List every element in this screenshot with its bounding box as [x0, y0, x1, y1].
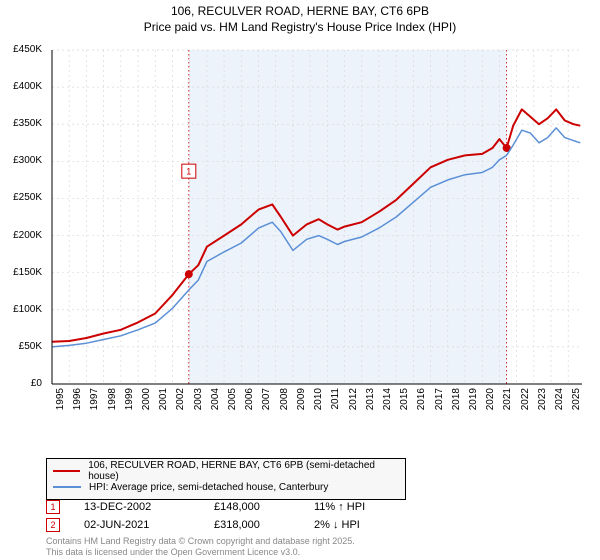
legend-label: 106, RECULVER ROAD, HERNE BAY, CT6 6PB (…: [88, 460, 399, 482]
x-tick-label: 1996: [72, 388, 83, 418]
annotation-pct: 11% ↑ HPI: [314, 501, 414, 513]
annotation-pct: 2% ↓ HPI: [314, 519, 414, 531]
annotation-row: 2 02-JUN-2021£318,0002% ↓ HPI: [46, 516, 414, 534]
x-tick-label: 2003: [193, 388, 204, 418]
y-tick-label: £100K: [0, 304, 42, 315]
x-tick-label: 2005: [227, 388, 238, 418]
y-tick-label: £300K: [0, 155, 42, 166]
x-tick-label: 2017: [434, 388, 445, 418]
x-tick-label: 2007: [261, 388, 272, 418]
x-tick-label: 2025: [571, 388, 582, 418]
y-tick-label: £50K: [0, 341, 42, 352]
x-tick-label: 2022: [520, 388, 531, 418]
legend-label: HPI: Average price, semi-detached house,…: [89, 482, 328, 493]
x-tick-label: 1997: [89, 388, 100, 418]
x-tick-label: 2015: [399, 388, 410, 418]
y-tick-label: £250K: [0, 192, 42, 203]
x-tick-label: 2018: [451, 388, 462, 418]
legend-swatch: [53, 486, 81, 488]
x-tick-label: 2020: [485, 388, 496, 418]
x-tick-label: 2006: [244, 388, 255, 418]
footer: Contains HM Land Registry data © Crown c…: [46, 536, 355, 558]
x-tick-label: 2013: [365, 388, 376, 418]
annotation-price: £148,000: [214, 501, 314, 513]
x-tick-label: 2014: [382, 388, 393, 418]
y-tick-label: £450K: [0, 44, 42, 55]
y-tick-label: £200K: [0, 230, 42, 241]
price-chart: 12: [46, 44, 586, 414]
x-tick-label: 2002: [175, 388, 186, 418]
annotation-date: 13-DEC-2002: [84, 501, 214, 513]
x-tick-label: 2021: [502, 388, 513, 418]
title-line-2: Price paid vs. HM Land Registry's House …: [0, 20, 600, 36]
y-tick-label: £0: [0, 378, 42, 389]
x-tick-label: 2009: [296, 388, 307, 418]
legend-swatch: [53, 470, 80, 472]
x-tick-label: 1995: [55, 388, 66, 418]
y-tick-label: £350K: [0, 118, 42, 129]
x-tick-label: 2001: [158, 388, 169, 418]
footer-line-2: This data is licensed under the Open Gov…: [46, 547, 355, 558]
x-tick-label: 2016: [416, 388, 427, 418]
y-tick-label: £400K: [0, 81, 42, 92]
x-tick-label: 2004: [210, 388, 221, 418]
x-tick-label: 1998: [107, 388, 118, 418]
x-tick-label: 2000: [141, 388, 152, 418]
x-tick-label: 2023: [537, 388, 548, 418]
x-tick-label: 2019: [468, 388, 479, 418]
legend: 106, RECULVER ROAD, HERNE BAY, CT6 6PB (…: [46, 458, 406, 500]
annotation-table: 1 13-DEC-2002£148,00011% ↑ HPI 2 02-JUN-202…: [46, 498, 414, 534]
footer-line-1: Contains HM Land Registry data © Crown c…: [46, 536, 355, 547]
annotation-date: 02-JUN-2021: [84, 519, 214, 531]
y-tick-label: £150K: [0, 267, 42, 278]
annotation-row: 1 13-DEC-2002£148,00011% ↑ HPI: [46, 498, 414, 516]
annotation-number-box: 2: [46, 518, 60, 532]
x-tick-label: 2010: [313, 388, 324, 418]
legend-item: 106, RECULVER ROAD, HERNE BAY, CT6 6PB (…: [53, 463, 399, 479]
svg-text:1: 1: [186, 167, 191, 177]
x-tick-label: 2012: [348, 388, 359, 418]
x-tick-label: 2011: [330, 388, 341, 418]
annotation-number-box: 1: [46, 500, 60, 514]
annotation-price: £318,000: [214, 519, 314, 531]
title-line-1: 106, RECULVER ROAD, HERNE BAY, CT6 6PB: [0, 4, 600, 20]
x-tick-label: 2008: [279, 388, 290, 418]
chart-title: 106, RECULVER ROAD, HERNE BAY, CT6 6PB P…: [0, 0, 600, 35]
x-tick-label: 1999: [124, 388, 135, 418]
x-tick-label: 2024: [554, 388, 565, 418]
